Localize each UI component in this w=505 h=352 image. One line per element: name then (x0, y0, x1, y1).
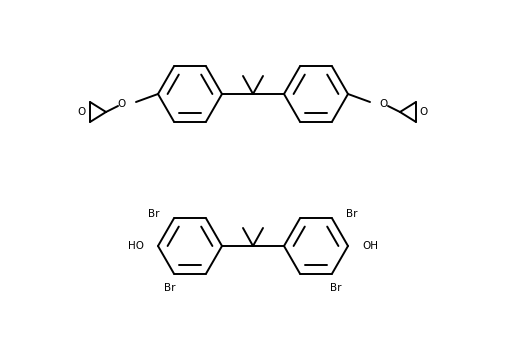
Text: O: O (379, 99, 387, 109)
Text: O: O (118, 99, 126, 109)
Text: HO: HO (128, 241, 144, 251)
Text: Br: Br (345, 209, 357, 219)
Text: Br: Br (330, 283, 341, 293)
Text: Br: Br (164, 283, 175, 293)
Text: OH: OH (361, 241, 377, 251)
Text: O: O (78, 107, 86, 117)
Text: O: O (419, 107, 427, 117)
Text: Br: Br (148, 209, 160, 219)
